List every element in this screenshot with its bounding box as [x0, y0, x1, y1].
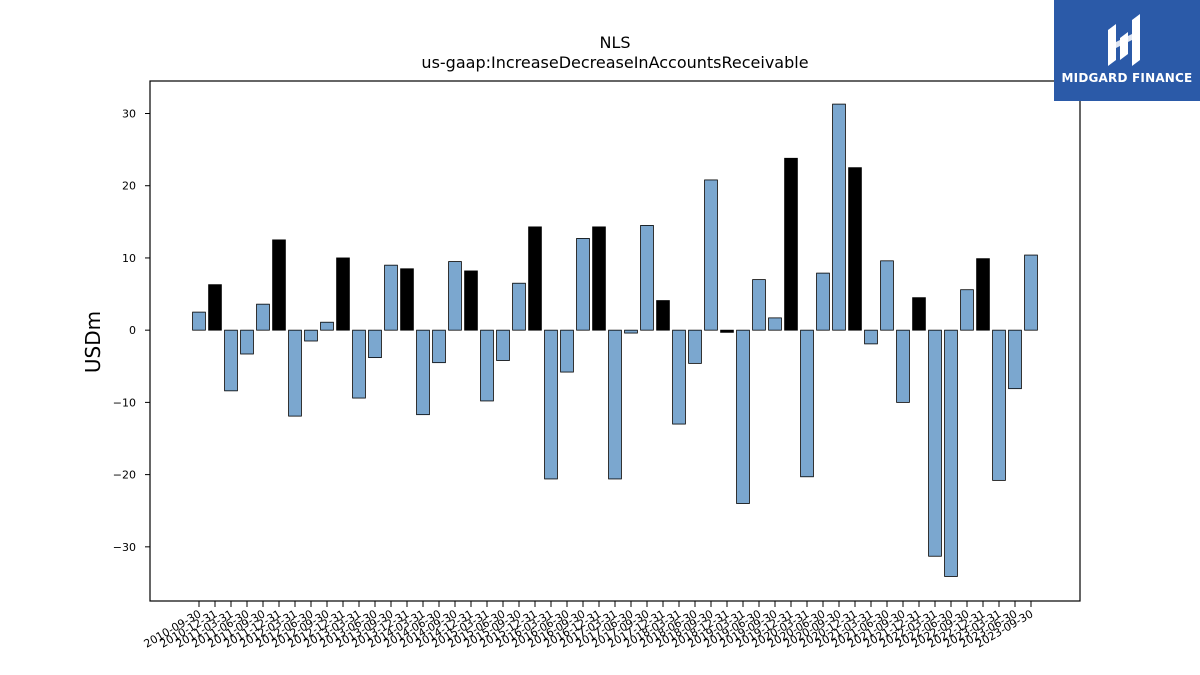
y-tick-label: 10: [122, 252, 136, 265]
y-tick-label: −30: [113, 541, 136, 554]
bar: [192, 311, 206, 331]
bar: [992, 329, 1006, 481]
bar: [960, 289, 974, 331]
bar: [272, 239, 286, 331]
bar: [752, 279, 766, 331]
bar: [1008, 329, 1022, 390]
logo-mark-icon: [1108, 14, 1140, 66]
chart-subtitle: us-gaap:IncreaseDecreaseInAccountsReceiv…: [421, 53, 808, 72]
bar: [224, 329, 238, 392]
logo-text: MIDGARD FINANCE: [1061, 71, 1193, 85]
bar: [592, 226, 606, 331]
bar: [800, 329, 814, 478]
bar: [464, 270, 478, 331]
bar: [416, 329, 430, 416]
plot-frame: [149, 80, 1081, 602]
bar: [608, 329, 622, 480]
bar: [864, 329, 878, 345]
bar: [736, 329, 750, 504]
bar: [352, 329, 366, 399]
bar: [288, 329, 302, 417]
bar: [304, 329, 318, 342]
bar: [624, 329, 638, 334]
bar: [848, 167, 862, 331]
bar: [480, 329, 494, 402]
y-tick-label: −20: [113, 469, 136, 482]
bar: [976, 258, 990, 331]
bar: [656, 300, 670, 331]
bar: [256, 303, 270, 331]
y-tick-label: −10: [113, 396, 136, 409]
bar: [816, 272, 830, 331]
bar: [832, 103, 846, 331]
bar: [944, 329, 958, 577]
y-tick-label: 30: [122, 108, 136, 121]
y-tick-label: 20: [122, 180, 136, 193]
bar: [784, 157, 798, 331]
bar: [720, 329, 734, 333]
bar: [528, 226, 542, 331]
bar: [208, 284, 222, 331]
bar: [768, 317, 782, 331]
bar: [240, 329, 254, 355]
bar: [448, 261, 462, 331]
bar: [496, 329, 510, 361]
bar: [704, 179, 718, 331]
y-tick-label: 0: [129, 324, 136, 337]
bar: [432, 329, 446, 364]
y-axis-label: USDm: [81, 311, 105, 373]
bar: [880, 260, 894, 331]
bar: [1024, 254, 1038, 331]
bar: [928, 329, 942, 557]
bars-group: [192, 103, 1038, 577]
bar: [912, 297, 926, 331]
company-logo: MIDGARD FINANCE: [1054, 0, 1200, 101]
bar: [576, 238, 590, 331]
bar: [336, 257, 350, 331]
bar: [544, 329, 558, 480]
bar: [320, 321, 334, 331]
bar: [896, 329, 910, 403]
bar: [560, 329, 574, 373]
x-ticks-group: 2010-09-302010-12-312011-03-312011-06-30…: [142, 601, 1036, 651]
y-ticks-group: 30 20 10 0 −10 −20 −30: [113, 108, 150, 554]
bar: [688, 329, 702, 364]
bar: [400, 268, 414, 331]
bar: [512, 282, 526, 331]
bar: [640, 225, 654, 331]
bar: [368, 329, 382, 359]
chart-title: NLS: [599, 33, 630, 52]
bar: [672, 329, 686, 425]
bar: [384, 264, 398, 331]
